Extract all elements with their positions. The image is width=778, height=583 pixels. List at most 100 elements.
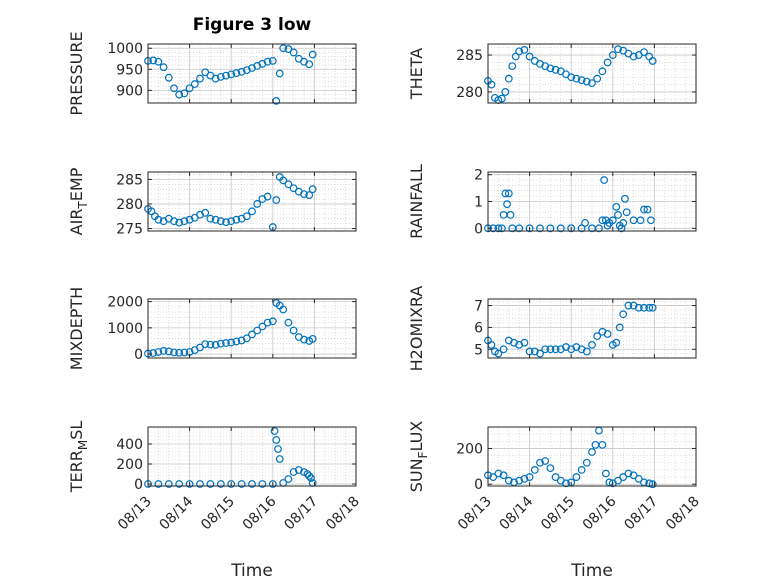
y-tick-label: 2 [474, 168, 483, 184]
data-point [520, 338, 529, 347]
y-tick-label: 285 [456, 48, 483, 64]
data-point [196, 74, 204, 83]
y-tick-label: 285 [116, 172, 143, 188]
data-point [615, 323, 624, 332]
data-point [567, 73, 576, 82]
data-point [185, 215, 194, 224]
x-tick-label: 08/17 [281, 494, 321, 534]
chart-title: Figure 3 low [193, 15, 312, 35]
data-point [175, 218, 184, 227]
data-point [551, 473, 560, 481]
data-point [582, 458, 591, 467]
data-point [237, 67, 246, 76]
y-axis-label-subscript: F [416, 451, 430, 458]
y-tick-label: 7 [474, 299, 483, 315]
data-point [577, 466, 586, 474]
data-point [515, 224, 524, 233]
data-point [601, 469, 610, 478]
data-point [211, 74, 220, 83]
data-point [284, 318, 293, 327]
axes-box [147, 426, 357, 487]
data-point [154, 348, 163, 356]
data-point [581, 219, 589, 227]
data-point [577, 224, 586, 233]
y-tick-label: 280 [456, 85, 483, 101]
data-point [272, 436, 281, 444]
data-point [504, 74, 513, 83]
data-point [274, 445, 282, 453]
y-axis-label: H2OMIXRA [407, 286, 426, 372]
x-axis-label: Time [570, 561, 613, 581]
data-point [619, 310, 628, 319]
data-point [504, 189, 513, 198]
data-point [489, 473, 498, 481]
y-tick-label: 0 [134, 477, 143, 493]
y-tick-label: 0 [134, 347, 143, 363]
x-tick-label: 08/17 [621, 494, 661, 534]
data-point [603, 330, 612, 338]
data-point [185, 84, 194, 93]
x-tick-label: 08/18 [663, 494, 703, 534]
data-point [640, 205, 648, 214]
data-point [222, 218, 230, 227]
data-point [211, 215, 220, 224]
data-point [227, 338, 236, 347]
data-point [289, 48, 298, 57]
subplot-8: 0 200 08/13 08/14 08/15 08/16 08/17 08/18 Time SU… [407, 421, 703, 581]
data-point [268, 480, 277, 488]
data-point [612, 338, 621, 347]
data-point [253, 200, 262, 208]
data-point [159, 347, 168, 355]
subplot-2: 280 285 THETA [407, 43, 697, 104]
data-point [598, 440, 607, 449]
y-tick-label: 1000 [107, 321, 143, 337]
y-axis-label-main: AIR [67, 209, 86, 236]
data-point [624, 469, 633, 478]
data-point [525, 52, 534, 61]
x-tick-label: 08/18 [323, 494, 363, 534]
data-point [572, 74, 581, 83]
data-point [588, 79, 596, 87]
data-point [196, 480, 204, 488]
data-point [614, 211, 622, 219]
data-point [253, 326, 262, 335]
data-point [154, 215, 163, 224]
plot-area [488, 44, 696, 103]
axes-box [147, 43, 357, 104]
data-point [206, 340, 215, 349]
data-point [593, 332, 602, 341]
data-point [206, 214, 215, 223]
data-point [180, 89, 189, 98]
data-point [614, 476, 622, 485]
data-point [508, 62, 517, 71]
data-point [279, 176, 288, 185]
data-point [307, 474, 315, 482]
data-point [617, 224, 626, 233]
data-point [588, 448, 596, 456]
data-point [154, 480, 163, 488]
data-point [636, 216, 645, 225]
y-axis-label: AIRTEMP [67, 167, 90, 235]
data-point [237, 480, 246, 488]
data-point [647, 216, 655, 225]
data-point [164, 347, 173, 356]
data-point [242, 66, 251, 75]
data-point [499, 345, 508, 354]
data-point [270, 427, 279, 435]
data-point [541, 345, 550, 354]
data-point [640, 303, 648, 312]
data-point [190, 80, 199, 88]
x-axis-label: Time [230, 561, 273, 581]
plot-area [148, 427, 356, 486]
y-tick-label: 5 [474, 342, 483, 358]
x-tick-label: 08/15 [198, 494, 238, 534]
data-point [546, 464, 555, 473]
data-point [497, 224, 506, 233]
data-point [546, 224, 555, 233]
x-tick-label: 08/16 [580, 493, 620, 533]
data-point [232, 337, 241, 346]
data-point [308, 334, 317, 343]
data-point [175, 90, 184, 99]
data-point [159, 63, 168, 72]
data-point [525, 473, 534, 481]
